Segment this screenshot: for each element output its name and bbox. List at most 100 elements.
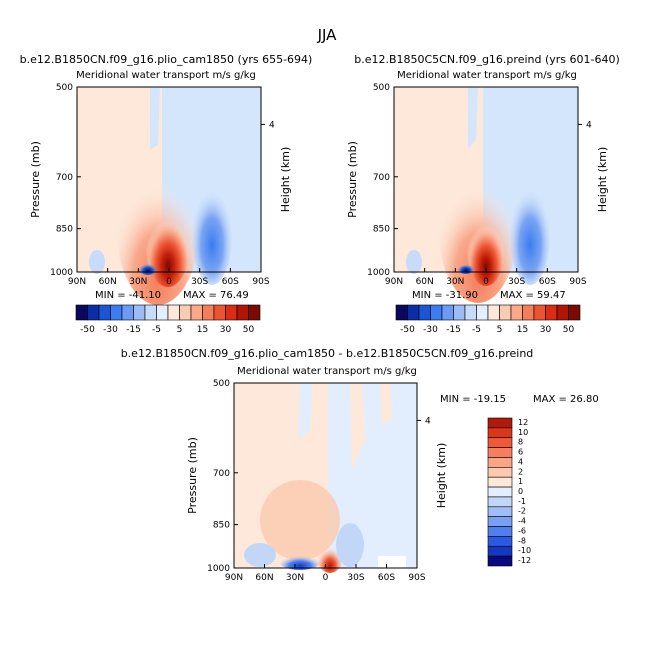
panel-1-max-label: MAX = 76.49 bbox=[183, 290, 249, 301]
colorbar-swatch bbox=[87, 304, 100, 321]
colorbar-swatch bbox=[487, 447, 513, 458]
colorbar-swatch bbox=[545, 304, 558, 321]
colorbar-label: -5 bbox=[152, 325, 161, 335]
colorbar-swatch bbox=[499, 304, 512, 321]
panel-2-title: b.e12.B1850C5CN.f09_g16.preind (yrs 601-… bbox=[354, 53, 620, 66]
x-tick-label: 30N bbox=[286, 573, 304, 583]
colorbar-swatch bbox=[487, 457, 513, 468]
y-tick-label: 700 bbox=[213, 469, 230, 479]
colorbar-swatch bbox=[522, 304, 535, 321]
y-tick-label: 500 bbox=[56, 83, 73, 93]
y-tick-label: 850 bbox=[56, 225, 73, 235]
colorbar-swatch bbox=[487, 304, 500, 321]
colorbar-swatch bbox=[121, 304, 134, 321]
colorbar-label: -4 bbox=[518, 517, 526, 526]
colorbar-label: 50 bbox=[243, 325, 255, 335]
y2-tick-label: 4 bbox=[425, 416, 431, 426]
panel-3-title: b.e12.B1850CN.f09_g16.plio_cam1850 - b.e… bbox=[121, 347, 534, 360]
x-tick-label: 60S bbox=[539, 277, 556, 287]
panel-2-axes: 90N 60N 30N 0 30S 60S 90S 500 700 850 1000 4 Pressur… bbox=[346, 83, 609, 287]
x-tick-label: 30N bbox=[129, 277, 147, 287]
x-tick-label: 30S bbox=[347, 573, 364, 583]
colorbar-swatch bbox=[213, 304, 226, 321]
colorbar-label: -30 bbox=[103, 325, 118, 335]
colorbar-swatch bbox=[487, 536, 513, 547]
x-tick-label: 0 bbox=[483, 277, 489, 287]
colorbar-swatch bbox=[487, 545, 513, 557]
x-tick-label: 30N bbox=[446, 277, 464, 287]
panel-2-subtitle: Meridional water transport m/s g/kg bbox=[397, 70, 577, 81]
panel-2-min-label: MIN = -31.90 bbox=[412, 290, 478, 301]
panel-1: b.e12.B1850CN.f09_g16.plio_cam1850 (yrs … bbox=[20, 53, 312, 305]
x-tick-label: 90N bbox=[385, 277, 403, 287]
y2-tick-label: 4 bbox=[586, 120, 592, 130]
x-tick-label: 90S bbox=[569, 277, 586, 287]
x-tick-label: 90N bbox=[68, 277, 86, 287]
y-tick-label: 700 bbox=[373, 173, 390, 183]
colorbar-swatch bbox=[487, 437, 513, 448]
colorbar-swatch bbox=[487, 526, 513, 537]
colorbar-label: -2 bbox=[518, 507, 526, 516]
colorbar-swatch bbox=[407, 304, 420, 321]
colorbar-swatch bbox=[236, 304, 249, 321]
panel-2-max-label: MAX = 59.47 bbox=[500, 290, 566, 301]
colorbar-label: -30 bbox=[423, 325, 438, 335]
colorbar-swatch bbox=[225, 304, 238, 321]
panel-2-field bbox=[394, 87, 578, 303]
panel-1-min-label: MIN = -41.10 bbox=[95, 290, 161, 301]
colorbar-swatch bbox=[487, 476, 513, 488]
x-tick-label: 90S bbox=[408, 573, 425, 583]
colorbar-swatch bbox=[487, 467, 513, 478]
y2-axis-label: Height (km) bbox=[435, 443, 448, 509]
colorbar-label: 0 bbox=[518, 487, 523, 496]
colorbar-label: -50 bbox=[80, 325, 95, 335]
colorbar-label: -8 bbox=[518, 536, 526, 545]
colorbar-label: 30 bbox=[220, 325, 232, 335]
x-tick-label: 60S bbox=[378, 573, 395, 583]
colorbar-label: 8 bbox=[518, 438, 523, 447]
colorbar-label: 12 bbox=[518, 418, 528, 427]
colorbar-label: 6 bbox=[518, 448, 523, 457]
y2-axis-label: Height (km) bbox=[279, 147, 292, 213]
y-tick-label: 700 bbox=[56, 173, 73, 183]
colorbar-swatch bbox=[144, 304, 157, 321]
colorbar-swatch bbox=[75, 304, 88, 321]
colorbar-swatch bbox=[533, 304, 546, 321]
y-tick-label: 500 bbox=[373, 83, 390, 93]
colorbar-swatch bbox=[202, 304, 215, 321]
y-tick-label: 1000 bbox=[207, 564, 230, 574]
colorbar-swatch bbox=[487, 506, 513, 517]
colorbar-swatch bbox=[464, 304, 477, 321]
x-tick-label: 90N bbox=[225, 573, 243, 583]
y-tick-label: 1000 bbox=[367, 268, 390, 278]
colorbar-swatch bbox=[430, 304, 443, 321]
x-tick-label: 60N bbox=[416, 277, 434, 287]
colorbar-label: 4 bbox=[518, 457, 523, 466]
colorbar-label: 5 bbox=[177, 325, 183, 335]
colorbar-swatch bbox=[110, 304, 123, 321]
colorbar-label: 15 bbox=[197, 325, 208, 335]
colorbar-label: -1 bbox=[518, 497, 526, 506]
panel-3-min-label: MIN = -19.15 bbox=[440, 394, 506, 405]
colorbar-swatch bbox=[133, 304, 146, 321]
colorbar-swatch bbox=[395, 304, 408, 321]
colorbar-swatch bbox=[453, 304, 466, 321]
panel-3: b.e12.B1850CN.f09_g16.plio_cam1850 - b.e… bbox=[121, 347, 599, 583]
panel-1-field bbox=[77, 87, 261, 305]
colorbar-swatch bbox=[156, 304, 169, 321]
colorbar-swatch bbox=[487, 427, 513, 439]
colorbar-swatch bbox=[510, 304, 523, 321]
colorbar-swatch bbox=[98, 304, 111, 321]
colorbar-swatch bbox=[248, 304, 261, 321]
colorbar-swatch bbox=[487, 486, 513, 498]
panel-3-subtitle: Meridional water transport m/s g/kg bbox=[237, 366, 417, 377]
colorbar-label: 50 bbox=[563, 325, 575, 335]
panel-1-subtitle: Meridional water transport m/s g/kg bbox=[76, 70, 256, 81]
colorbar-label: -50 bbox=[400, 325, 415, 335]
panel-2: b.e12.B1850C5CN.f09_g16.preind (yrs 601-… bbox=[346, 53, 620, 303]
figure-title: JJA bbox=[317, 26, 338, 44]
colorbar-label: -12 bbox=[518, 556, 531, 565]
x-tick-label: 30S bbox=[508, 277, 525, 287]
y-tick-label: 850 bbox=[213, 521, 230, 531]
panel-3-max-label: MAX = 26.80 bbox=[533, 394, 599, 405]
